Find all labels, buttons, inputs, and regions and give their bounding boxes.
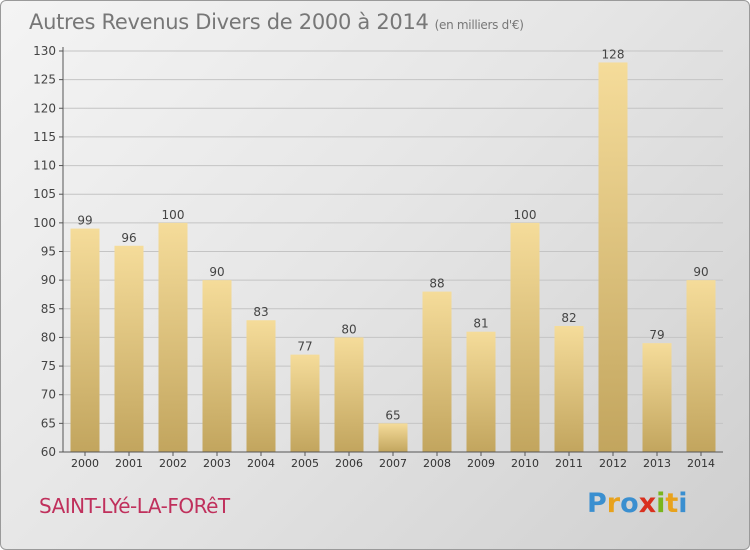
chart-title: Autres Revenus Divers de 2000 à 2014 (en …: [29, 10, 524, 34]
proxiti-logo: Proxiti: [587, 488, 688, 519]
y-tick-label: 120: [33, 101, 56, 115]
x-tick-label: 2012: [599, 457, 627, 470]
logo-letter: P: [587, 488, 607, 519]
x-tick-label: 2004: [247, 457, 275, 470]
bar: [554, 325, 584, 452]
logo-letter: i: [656, 488, 666, 519]
bar: [290, 354, 320, 452]
x-tick-label: 2010: [511, 457, 539, 470]
data-label: 128: [602, 47, 625, 61]
x-tick-label: 2005: [291, 457, 319, 470]
x-tick-label: 2003: [203, 457, 231, 470]
data-label: 100: [514, 208, 537, 222]
data-label: 77: [297, 340, 312, 354]
data-label: 82: [561, 311, 576, 325]
y-tick-label: 90: [41, 273, 56, 287]
data-label: 96: [121, 231, 136, 245]
data-label: 88: [429, 277, 444, 291]
logo-letter: x: [638, 488, 657, 519]
bar: [202, 280, 232, 452]
data-label: 90: [209, 265, 224, 279]
x-tick-label: 2008: [423, 457, 451, 470]
y-tick-label: 80: [41, 330, 56, 344]
bar: [70, 228, 100, 452]
chart-subtitle: (en milliers d'€): [434, 18, 524, 32]
bar: [686, 280, 716, 452]
bar: [246, 320, 276, 452]
y-tick-label: 75: [41, 359, 56, 373]
logo-letter: t: [665, 488, 679, 519]
y-tick-label: 65: [41, 416, 56, 430]
y-tick-label: 130: [33, 44, 56, 58]
logo-letter: o: [620, 488, 639, 519]
bar: [642, 343, 672, 452]
data-label: 83: [253, 305, 268, 319]
y-tick-label: 110: [33, 159, 56, 173]
bar: [114, 245, 144, 452]
y-tick-label: 85: [41, 302, 56, 316]
x-tick-label: 2009: [467, 457, 495, 470]
data-label: 90: [693, 265, 708, 279]
bar: [158, 222, 188, 452]
bar: [598, 62, 628, 452]
x-tick-label: 2001: [115, 457, 143, 470]
bars: 99 96 100 90 83 77 80 65 88 81 100 82 128 79 90: [70, 47, 716, 452]
x-tick-label: 2002: [159, 457, 187, 470]
y-tick-label: 100: [33, 216, 56, 230]
bar: [378, 423, 408, 452]
data-label: 80: [341, 322, 356, 336]
bar: [334, 337, 364, 452]
x-tick-label: 2013: [643, 457, 671, 470]
data-label: 99: [77, 214, 92, 228]
x-tick-label: 2006: [335, 457, 363, 470]
axes: 60 65 70 75 80 85 90 95 100 105 110 115 120 125 130 200…: [33, 44, 723, 470]
logo-letter: i: [678, 488, 688, 519]
data-label: 81: [473, 317, 488, 331]
x-tick-label: 2011: [555, 457, 583, 470]
y-tick-label: 70: [41, 388, 56, 402]
x-tick-label: 2000: [71, 457, 99, 470]
y-tick-label: 95: [41, 245, 56, 259]
bar: [422, 291, 452, 452]
data-label: 65: [385, 408, 400, 422]
x-tick-label: 2014: [687, 457, 715, 470]
y-tick-label: 125: [33, 73, 56, 87]
data-label: 100: [162, 208, 185, 222]
city-name: SAINT-LYé-LA-FORêT: [39, 494, 230, 518]
y-tick-label: 60: [41, 445, 56, 459]
data-label: 79: [649, 328, 664, 342]
logo-letter: r: [606, 488, 621, 519]
x-tick-label: 2007: [379, 457, 407, 470]
y-tick-label: 105: [33, 187, 56, 201]
bar: [510, 222, 540, 452]
bar: [466, 331, 496, 452]
y-tick-label: 115: [33, 130, 56, 144]
